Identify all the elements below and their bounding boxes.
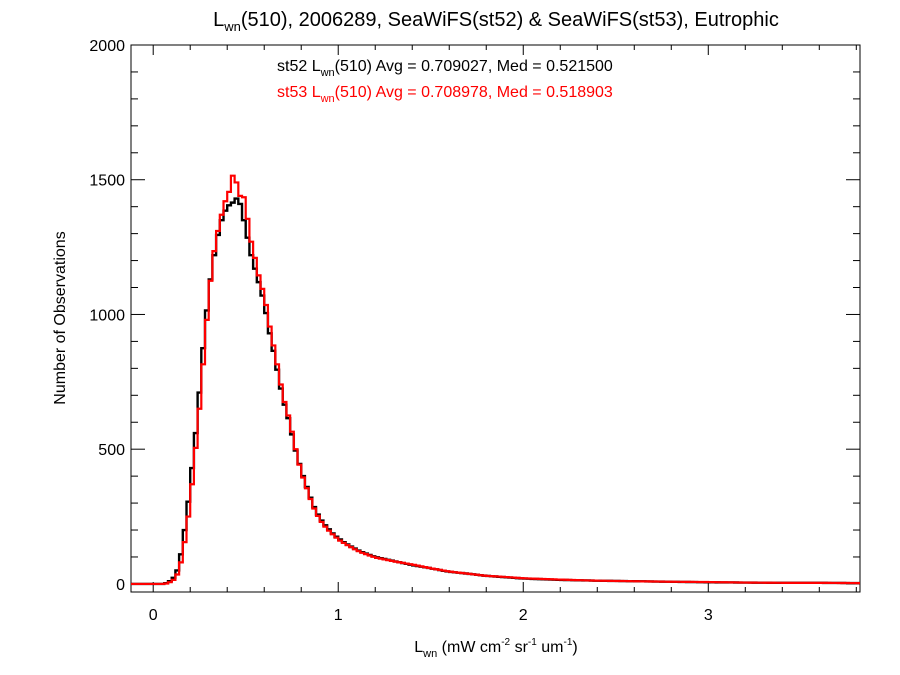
x-axis-label: Lwn (mW cm-2 sr-1 um-1) — [414, 637, 577, 660]
st52-annotation: st52 Lwn(510) Avg = 0.709027, Med = 0.52… — [277, 58, 613, 79]
series-st53-line — [131, 174, 860, 586]
y-axis: 0 500 1000 1500 2000 — [89, 38, 860, 594]
y-tick-label: 1000 — [89, 307, 125, 324]
x-tick-label: 1 — [334, 607, 343, 624]
x-tick-label: 2 — [519, 607, 528, 624]
plot-frame — [130, 44, 861, 593]
x-axis: 0 1 2 3 — [149, 45, 857, 624]
x-tick-label: 0 — [149, 607, 158, 624]
x-tick-label: 3 — [704, 607, 713, 624]
series-layer — [131, 174, 860, 586]
series-st52-line — [131, 197, 860, 586]
y-tick-label: 0 — [116, 577, 125, 594]
y-tick-label: 2000 — [89, 38, 125, 55]
y-tick-label: 1500 — [89, 173, 125, 190]
y-axis-label: Number of Observations — [52, 231, 69, 404]
chart-title: Lwn(510), 2006289, SeaWiFS(st52) & SeaWi… — [213, 9, 779, 34]
st53-annotation: st53 Lwn(510) Avg = 0.708978, Med = 0.51… — [277, 84, 613, 105]
y-tick-label: 500 — [98, 442, 125, 459]
